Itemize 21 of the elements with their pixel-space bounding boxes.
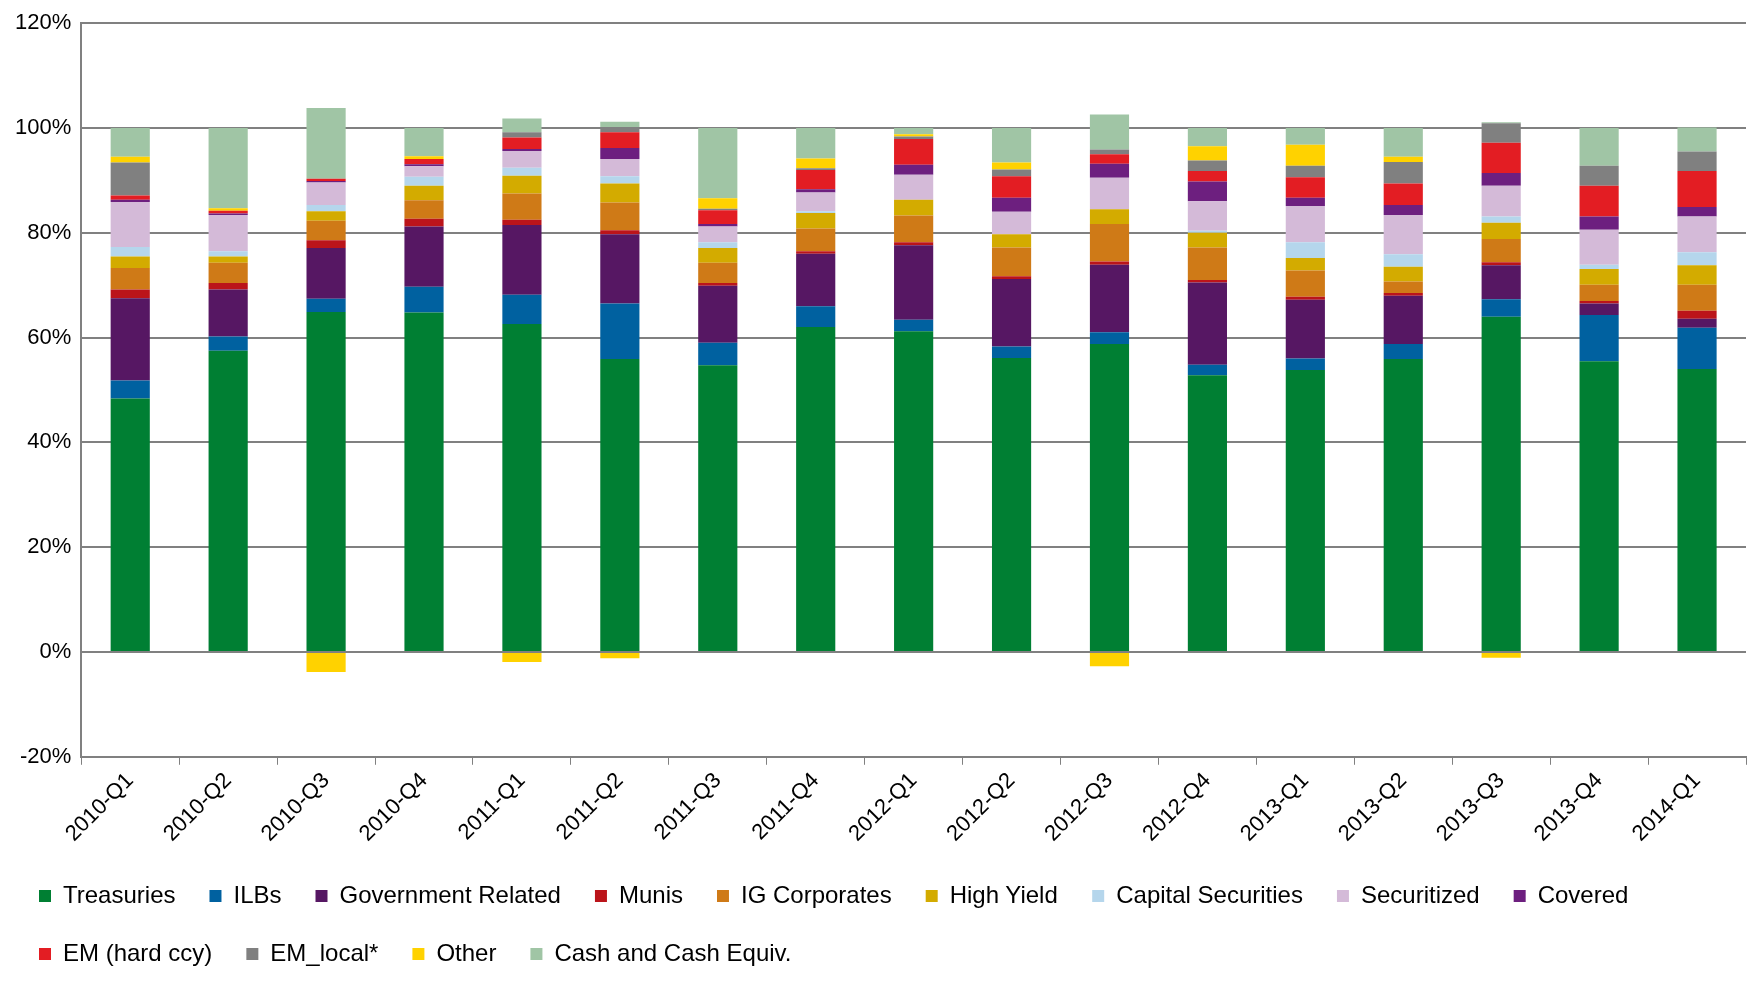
legend-label: Capital Securities	[1116, 880, 1303, 908]
legend-label: High Yield	[949, 880, 1058, 908]
legend-label: Other	[436, 938, 497, 966]
y-tick-label: 80%	[27, 218, 72, 244]
legend-label: Treasuries	[63, 880, 176, 908]
legend-label: ILBs	[233, 880, 282, 908]
legend-label: EM (hard ccy)	[63, 938, 213, 966]
y-tick-label: 40%	[27, 428, 72, 454]
y-tick-label: 0%	[39, 638, 72, 664]
y-tick-label: 100%	[14, 114, 72, 140]
legend-label: Securitized	[1360, 880, 1480, 908]
legend-label: IG Corporates	[740, 880, 892, 908]
y-tick-label: -20%	[19, 742, 72, 768]
legend-label: Munis	[618, 880, 683, 908]
legend-label: Covered	[1537, 880, 1629, 908]
y-tick-label: 20%	[27, 533, 72, 559]
legend-label: Cash and Cash Equiv.	[554, 938, 792, 966]
y-tick-label: 60%	[27, 323, 72, 349]
legend-label: EM_local*	[270, 938, 379, 966]
y-tick-label: 120%	[14, 9, 72, 35]
legend-label: Government Related	[339, 880, 561, 908]
